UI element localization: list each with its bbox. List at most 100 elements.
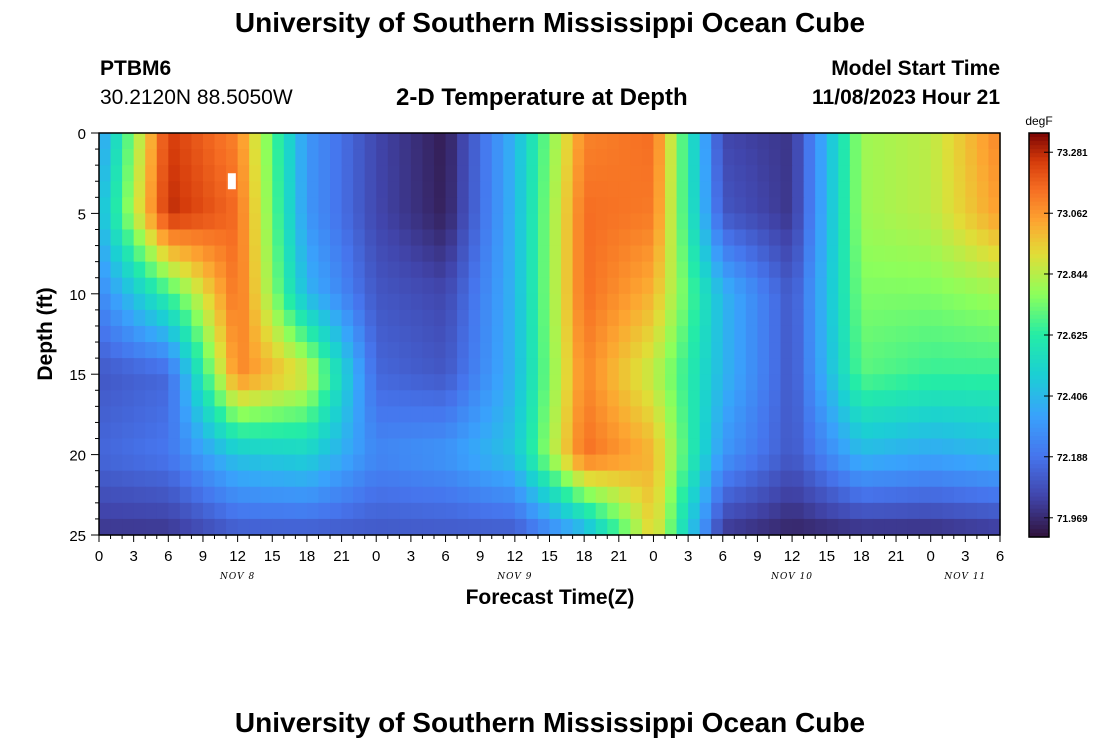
heatmap-cell xyxy=(168,181,181,198)
heatmap-cell xyxy=(676,149,689,166)
heatmap-cell xyxy=(306,454,320,472)
heatmap-cell xyxy=(572,133,585,150)
heatmap-cell xyxy=(849,422,862,440)
heatmap-cell xyxy=(942,406,955,424)
heatmap-cell xyxy=(872,181,886,198)
heatmap-cell xyxy=(919,229,932,247)
heatmap-cell xyxy=(618,422,631,440)
heatmap-cell xyxy=(942,213,955,231)
heatmap-cell xyxy=(526,454,539,472)
colorbar-swatch xyxy=(1029,504,1049,510)
heatmap-cell xyxy=(514,325,527,343)
heatmap-cell xyxy=(803,486,816,504)
colorbar-swatch xyxy=(1029,407,1049,413)
heatmap-cell xyxy=(676,390,689,407)
heatmap-cell xyxy=(607,454,620,472)
heatmap-cell xyxy=(584,181,597,198)
heatmap-cell xyxy=(306,390,320,407)
heatmap-cell xyxy=(491,261,504,279)
heatmap-cell xyxy=(214,438,227,456)
heatmap-cell xyxy=(410,502,424,520)
heatmap-cell xyxy=(745,261,759,279)
heatmap-cell xyxy=(110,374,123,391)
heatmap-cell xyxy=(145,149,158,166)
heatmap-cell xyxy=(549,277,562,295)
heatmap-cell xyxy=(226,277,239,295)
colorbar-swatch xyxy=(1029,351,1049,356)
heatmap-cell xyxy=(376,406,389,424)
heatmap-cell xyxy=(353,197,366,214)
heatmap-cell xyxy=(872,422,886,440)
heatmap-cell xyxy=(99,325,112,343)
heatmap-cell xyxy=(318,342,331,359)
heatmap-cell xyxy=(722,277,735,295)
heatmap-cell xyxy=(330,133,343,150)
colorbar-swatch xyxy=(1029,278,1049,284)
heatmap-cell xyxy=(665,454,678,472)
observation-marker xyxy=(227,173,236,190)
heatmap-cell xyxy=(630,293,643,311)
heatmap-cell xyxy=(641,325,655,343)
heatmap-cell xyxy=(722,342,735,359)
heatmap-cell xyxy=(318,277,331,295)
heatmap-cell xyxy=(133,325,146,343)
heatmap-cell xyxy=(930,213,943,231)
heatmap-cell xyxy=(468,229,481,247)
heatmap-cell xyxy=(410,133,424,150)
heatmap-cell xyxy=(399,213,412,231)
heatmap-cell xyxy=(168,374,181,391)
heatmap-cell xyxy=(145,229,158,247)
heatmap-cell xyxy=(930,133,943,150)
colorbar-swatch xyxy=(1029,270,1049,275)
heatmap-cell xyxy=(283,133,296,150)
heatmap-cell xyxy=(665,277,678,295)
heatmap-cell xyxy=(99,277,112,295)
heatmap-cell xyxy=(168,277,181,295)
heatmap-cell xyxy=(295,454,308,472)
heatmap-cell xyxy=(387,502,400,520)
heatmap-cell xyxy=(376,181,389,198)
heatmap-cell xyxy=(792,229,805,247)
heatmap-cell xyxy=(757,486,770,504)
heatmap-cell xyxy=(653,197,666,214)
heatmap-cell xyxy=(214,149,227,166)
heatmap-cell xyxy=(849,133,862,150)
heatmap-cell xyxy=(191,229,204,247)
heatmap-cell xyxy=(99,293,112,311)
heatmap-cell xyxy=(838,261,851,279)
heatmap-cell xyxy=(896,374,909,391)
heatmap-cell xyxy=(849,261,862,279)
heatmap-cell xyxy=(803,261,816,279)
heatmap-cell xyxy=(907,293,920,311)
heatmap-cell xyxy=(249,390,262,407)
heatmap-cell xyxy=(514,390,527,407)
heatmap-cell xyxy=(272,518,285,536)
heatmap-cell xyxy=(849,406,862,424)
heatmap-cell xyxy=(214,165,227,182)
heatmap-cell xyxy=(711,309,724,327)
heatmap-cell xyxy=(480,261,493,279)
heatmap-cell xyxy=(433,470,447,488)
heatmap-cell xyxy=(283,502,296,520)
heatmap-cell xyxy=(179,342,193,359)
heatmap-cell xyxy=(815,293,828,311)
heatmap-cell xyxy=(768,165,782,182)
heatmap-cell xyxy=(953,406,966,424)
heatmap-cell xyxy=(919,518,932,536)
heatmap-cell xyxy=(641,486,655,504)
heatmap-cell xyxy=(745,309,759,327)
heatmap-cell xyxy=(341,261,354,279)
heatmap-cell xyxy=(226,133,239,150)
heatmap-cell xyxy=(792,213,805,231)
heatmap-cell xyxy=(561,374,574,391)
heatmap-cell xyxy=(353,486,366,504)
heatmap-cell xyxy=(653,325,666,343)
heatmap-cell xyxy=(665,293,678,311)
heatmap-cell xyxy=(260,502,273,520)
heatmap-cell xyxy=(526,261,539,279)
heatmap-cell xyxy=(884,325,897,343)
heatmap-cell xyxy=(214,406,227,424)
heatmap-cell xyxy=(99,261,112,279)
heatmap-cell xyxy=(953,165,966,182)
heatmap-cell xyxy=(145,277,158,295)
